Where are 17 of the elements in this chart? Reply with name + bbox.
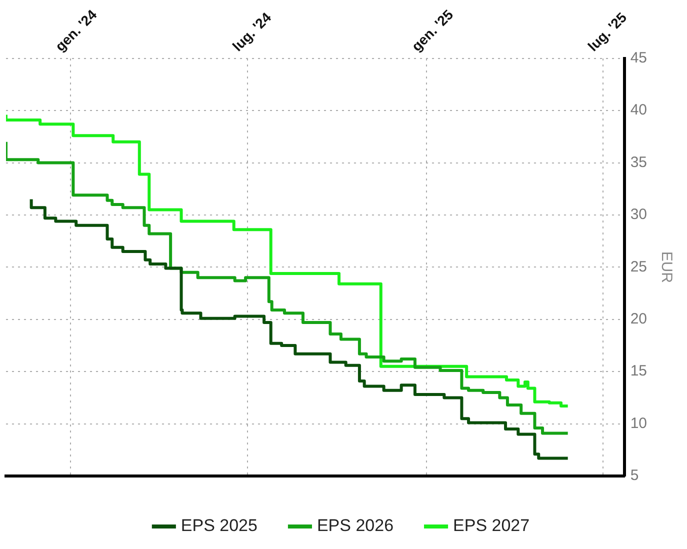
y-tick-label: 10 <box>630 414 648 432</box>
y-tick-label: 30 <box>630 206 648 224</box>
legend-label: EPS 2026 <box>316 516 394 536</box>
y-tick-label: 5 <box>630 467 639 484</box>
x-tick-label: lug. '25 <box>584 9 630 54</box>
y-tick-label: 45 <box>630 49 648 66</box>
y-tick-label: 35 <box>630 154 648 171</box>
y-tick-label: 40 <box>630 102 648 119</box>
legend-label: EPS 2027 <box>453 516 530 536</box>
y-tick-label: 15 <box>630 362 648 380</box>
x-tick-label: gen. '24 <box>52 6 100 54</box>
x-tick-label: lug. '24 <box>229 9 274 54</box>
x-tick-label: gen. '25 <box>408 6 456 54</box>
y-axis-title: EUR <box>658 251 675 284</box>
y-tick-label: 25 <box>630 258 648 276</box>
y-tick-label: 20 <box>630 310 648 328</box>
legend-label: EPS 2025 <box>180 516 258 536</box>
